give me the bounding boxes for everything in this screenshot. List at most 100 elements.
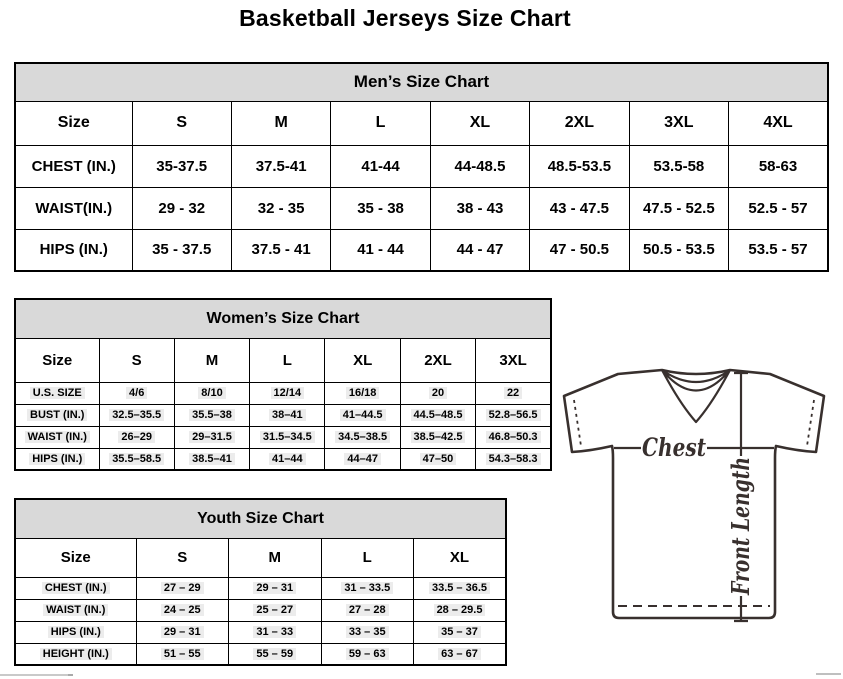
- size-value-cell: 8/10: [173, 381, 251, 405]
- row-label-cell: HEIGHT (IN.): [14, 642, 137, 666]
- cell-text: 46.8–50.3: [485, 431, 541, 443]
- column-header-cell: 4XL: [728, 100, 829, 146]
- cell-text: 31 – 33: [253, 626, 297, 638]
- cell-text: 12/14: [270, 387, 305, 399]
- cell-text: 16/18: [345, 387, 380, 399]
- size-value-cell: 33.5 – 36.5: [413, 576, 507, 600]
- row-label-cell: CHEST (IN.): [14, 576, 137, 600]
- row-label-cell: WAIST (IN.): [14, 425, 100, 449]
- size-value-cell: 34.5–38.5: [324, 425, 401, 449]
- cell-text: 27 – 28: [345, 604, 389, 616]
- cell-text: 52.8–56.5: [485, 409, 541, 421]
- left-cuff-dashes: [573, 399, 582, 447]
- table-row: HIPS (IN.) 29 – 31 31 – 33 33 – 35 35 – 37: [14, 620, 507, 644]
- column-header-cell: 2XL: [529, 100, 630, 146]
- size-value-cell: 63 – 67: [413, 642, 507, 666]
- column-header-cell: M: [230, 100, 332, 146]
- size-value-cell: 31 – 33.5: [320, 576, 414, 600]
- cell-text: WAIST (IN.): [43, 604, 109, 616]
- size-value-cell: 12/14: [249, 381, 326, 405]
- size-value-cell: 51 – 55: [135, 642, 229, 666]
- cell-text: 34.5–38.5: [335, 431, 391, 443]
- cell-text: 55 – 59: [253, 647, 297, 660]
- size-value-cell: 35.5–58.5: [98, 447, 175, 471]
- column-header-cell: L: [330, 100, 431, 146]
- size-value-cell: 35 - 37.5: [131, 228, 232, 272]
- cell-text: 35.5–58.5: [109, 452, 165, 465]
- table-row: CHEST (IN.) 35-37.5 37.5-41 41-44 44-48.5 48.…: [14, 144, 829, 188]
- column-header-cell: L: [320, 537, 414, 578]
- column-header-cell: L: [249, 337, 326, 383]
- size-value-cell: 44.5–48.5: [399, 403, 477, 427]
- cell-text: HEIGHT (IN.): [39, 647, 112, 660]
- size-value-cell: 38.5–41: [173, 447, 251, 471]
- column-header-cell: XL: [324, 337, 401, 383]
- table-row: BUST (IN.) 32.5–35.5 35.5–38 38–41 41–44.5 44…: [14, 403, 552, 427]
- collar-lines: [661, 369, 731, 424]
- jersey-diagram: Chest Front Length: [560, 362, 832, 628]
- cell-text: 38–41: [269, 409, 306, 421]
- table-row: WAIST (IN.) 26–29 29–31.5 31.5–34.5 34.5–38.…: [14, 425, 552, 449]
- size-label-header-cell: Size: [14, 537, 137, 578]
- womens-size-chart-table: Women’s Size Chart Size S M L XL 2XL 3XL U.S. SI…: [14, 298, 552, 471]
- row-label-cell: BUST (IN.): [14, 403, 100, 427]
- size-value-cell: 41–44: [249, 447, 326, 471]
- cell-text: 25 – 27: [253, 604, 297, 616]
- size-value-cell: 25 – 27: [228, 598, 322, 622]
- cell-text: 27 – 29: [160, 582, 204, 594]
- table-row: HEIGHT (IN.) 51 – 55 55 – 59 59 – 63 63 – 67: [14, 642, 507, 666]
- column-header-cell: 3XL: [475, 337, 552, 383]
- column-header-cell: XL: [413, 537, 507, 578]
- size-value-cell: 29 - 32: [131, 186, 232, 230]
- cell-text: 35 – 37: [438, 626, 481, 638]
- jersey-outline: [562, 368, 826, 620]
- youth-size-chart-table: Youth Size Chart Size S M L XL CHEST (IN.) 27 –…: [14, 498, 507, 666]
- row-label-cell: WAIST(IN.): [14, 186, 133, 230]
- cell-text: 35.5–38: [189, 409, 235, 421]
- table-row: WAIST (IN.) 24 – 25 25 – 27 27 – 28 28 – 29.…: [14, 598, 507, 622]
- cell-text: 44.5–48.5: [410, 409, 466, 421]
- size-value-cell: 41–44.5: [324, 403, 401, 427]
- size-value-cell: 28 – 29.5: [413, 598, 507, 622]
- size-value-cell: 47 - 50.5: [529, 228, 630, 272]
- table-row: U.S. SIZE 4/6 8/10 12/14 16/18 20 22: [14, 381, 552, 405]
- cell-text: CHEST (IN.): [41, 582, 110, 594]
- size-value-cell: 52.5 - 57: [728, 186, 829, 230]
- table-title: Women’s Size Chart: [14, 298, 552, 339]
- cell-text: 28 – 29.5: [433, 604, 486, 616]
- scrollbar-fragment-right: [816, 673, 841, 675]
- cell-text: 24 – 25: [160, 604, 204, 616]
- size-value-cell: 24 – 25: [135, 598, 229, 622]
- cell-text: 29–31.5: [189, 431, 235, 443]
- column-header-cell: S: [135, 537, 229, 578]
- size-value-cell: 27 – 29: [135, 576, 229, 600]
- table-row: HIPS (IN.) 35.5–58.5 38.5–41 41–44 44–47 47–5…: [14, 447, 552, 471]
- cell-text: 54.3–58.3: [485, 452, 541, 465]
- size-value-cell: 47–50: [399, 447, 477, 471]
- page-title: Basketball Jerseys Size Chart: [239, 5, 571, 31]
- size-label-header-cell: Size: [14, 100, 133, 146]
- size-value-cell: 37.5-41: [230, 144, 332, 188]
- column-header-cell: XL: [429, 100, 531, 146]
- size-value-cell: 31.5–34.5: [249, 425, 326, 449]
- size-value-cell: 52.8–56.5: [475, 403, 552, 427]
- size-value-cell: 59 – 63: [320, 642, 414, 666]
- cell-text: 59 – 63: [345, 647, 389, 660]
- size-value-cell: 53.5 - 57: [728, 228, 829, 272]
- size-value-cell: 44 - 47: [429, 228, 531, 272]
- column-header-cell: 2XL: [399, 337, 477, 383]
- size-value-cell: 35 - 38: [330, 186, 431, 230]
- cell-text: 29 – 31: [253, 582, 297, 594]
- cell-text: U.S. SIZE: [29, 387, 85, 399]
- row-label-cell: HIPS (IN.): [14, 447, 100, 471]
- cell-text: 32.5–35.5: [109, 409, 165, 421]
- cell-text: 41–44: [269, 452, 306, 465]
- size-value-cell: 29–31.5: [173, 425, 251, 449]
- table-row: CHEST (IN.) 27 – 29 29 – 31 31 – 33.5 33.5 –…: [14, 576, 507, 600]
- size-value-cell: 26–29: [98, 425, 175, 449]
- size-value-cell: 4/6: [98, 381, 175, 405]
- cell-text: 33.5 – 36.5: [428, 582, 491, 594]
- size-label-header-cell: Size: [14, 337, 100, 383]
- row-label-cell: HIPS (IN.): [14, 620, 137, 644]
- size-value-cell: 41-44: [330, 144, 431, 188]
